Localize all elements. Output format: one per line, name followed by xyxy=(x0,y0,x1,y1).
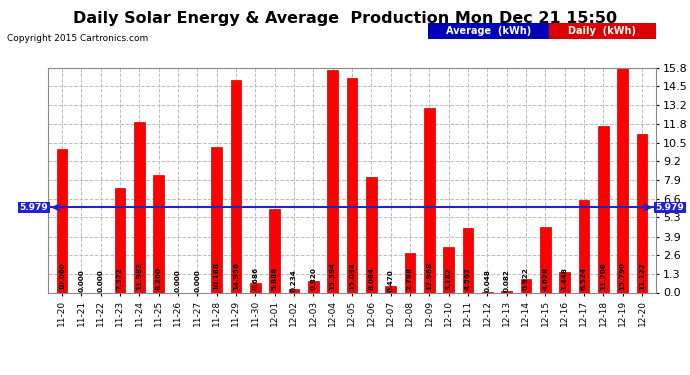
Text: 10.188: 10.188 xyxy=(213,262,219,290)
Text: Average  (kWh): Average (kWh) xyxy=(446,26,531,36)
Text: 12.968: 12.968 xyxy=(426,262,432,290)
Text: 0.470: 0.470 xyxy=(388,269,393,292)
Bar xyxy=(346,78,357,292)
Text: 8.260: 8.260 xyxy=(155,267,161,290)
Text: 0.234: 0.234 xyxy=(291,269,297,292)
Text: 0.082: 0.082 xyxy=(504,269,510,292)
Text: 11.982: 11.982 xyxy=(136,262,142,290)
Bar xyxy=(250,283,261,292)
Bar xyxy=(115,188,125,292)
Bar xyxy=(366,177,377,292)
Bar xyxy=(404,253,415,292)
Text: 0.922: 0.922 xyxy=(523,267,529,290)
Text: 0.686: 0.686 xyxy=(253,267,258,290)
Bar xyxy=(462,228,473,292)
Text: 0.000: 0.000 xyxy=(194,270,200,292)
Text: 5.886: 5.886 xyxy=(272,267,277,290)
Text: 1.448: 1.448 xyxy=(562,267,568,290)
Text: 5.979: 5.979 xyxy=(656,203,684,212)
Text: 15.790: 15.790 xyxy=(620,262,626,290)
Bar xyxy=(134,122,144,292)
Text: 4.562: 4.562 xyxy=(465,267,471,290)
Bar xyxy=(269,209,280,292)
Bar xyxy=(540,226,551,292)
Text: 15.594: 15.594 xyxy=(330,262,335,290)
Bar xyxy=(637,134,647,292)
Text: Daily Solar Energy & Average  Production Mon Dec 21 15:50: Daily Solar Energy & Average Production … xyxy=(73,11,617,26)
Bar xyxy=(230,80,241,292)
Text: 0.000: 0.000 xyxy=(78,270,84,292)
Text: 0.000: 0.000 xyxy=(175,270,181,292)
Bar xyxy=(521,279,531,292)
Bar xyxy=(288,289,299,292)
Text: Copyright 2015 Cartronics.com: Copyright 2015 Cartronics.com xyxy=(7,34,148,43)
Bar xyxy=(308,281,319,292)
Bar xyxy=(618,68,628,292)
Bar xyxy=(598,126,609,292)
Bar xyxy=(579,200,589,292)
Text: 14.956: 14.956 xyxy=(233,262,239,290)
Bar xyxy=(501,291,512,292)
Text: 11.122: 11.122 xyxy=(639,262,645,290)
Text: 4.628: 4.628 xyxy=(542,267,549,290)
Text: 7.372: 7.372 xyxy=(117,268,123,290)
Text: 11.708: 11.708 xyxy=(600,262,607,290)
Text: 3.182: 3.182 xyxy=(446,267,451,290)
Bar xyxy=(424,108,435,292)
Text: 10.060: 10.060 xyxy=(59,262,65,290)
Text: 0.000: 0.000 xyxy=(97,270,104,292)
Text: 5.979: 5.979 xyxy=(19,203,48,212)
Text: 15.034: 15.034 xyxy=(349,262,355,290)
Bar xyxy=(327,70,338,292)
Bar xyxy=(443,247,454,292)
Bar xyxy=(57,149,67,292)
Text: 0.820: 0.820 xyxy=(310,267,316,290)
Bar xyxy=(153,175,164,292)
Bar xyxy=(385,286,396,292)
Bar xyxy=(560,272,570,292)
Bar xyxy=(211,147,222,292)
Text: 2.798: 2.798 xyxy=(407,267,413,290)
Text: 6.524: 6.524 xyxy=(581,267,587,290)
Text: 0.048: 0.048 xyxy=(484,269,491,292)
Text: 8.084: 8.084 xyxy=(368,267,374,290)
Text: Daily  (kWh): Daily (kWh) xyxy=(568,26,636,36)
